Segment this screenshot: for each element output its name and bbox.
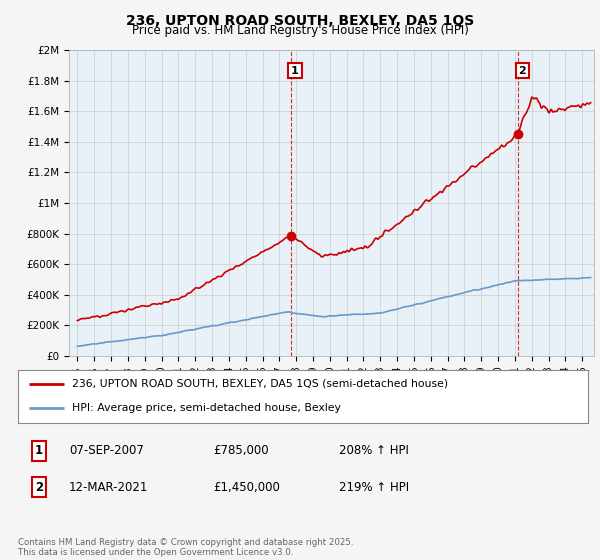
Text: 1: 1 (291, 66, 299, 76)
Text: 219% ↑ HPI: 219% ↑ HPI (339, 480, 409, 494)
Text: 2: 2 (518, 66, 526, 76)
Text: Contains HM Land Registry data © Crown copyright and database right 2025.
This d: Contains HM Land Registry data © Crown c… (18, 538, 353, 557)
Text: 236, UPTON ROAD SOUTH, BEXLEY, DA5 1QS: 236, UPTON ROAD SOUTH, BEXLEY, DA5 1QS (126, 14, 474, 28)
Text: £1,450,000: £1,450,000 (213, 480, 280, 494)
Text: 07-SEP-2007: 07-SEP-2007 (69, 444, 144, 458)
Text: 12-MAR-2021: 12-MAR-2021 (69, 480, 148, 494)
Text: £785,000: £785,000 (213, 444, 269, 458)
Text: 2: 2 (35, 480, 43, 494)
Text: HPI: Average price, semi-detached house, Bexley: HPI: Average price, semi-detached house,… (72, 403, 341, 413)
Text: Price paid vs. HM Land Registry's House Price Index (HPI): Price paid vs. HM Land Registry's House … (131, 24, 469, 37)
Text: 208% ↑ HPI: 208% ↑ HPI (339, 444, 409, 458)
Text: 1: 1 (35, 444, 43, 458)
Text: 236, UPTON ROAD SOUTH, BEXLEY, DA5 1QS (semi-detached house): 236, UPTON ROAD SOUTH, BEXLEY, DA5 1QS (… (72, 379, 448, 389)
